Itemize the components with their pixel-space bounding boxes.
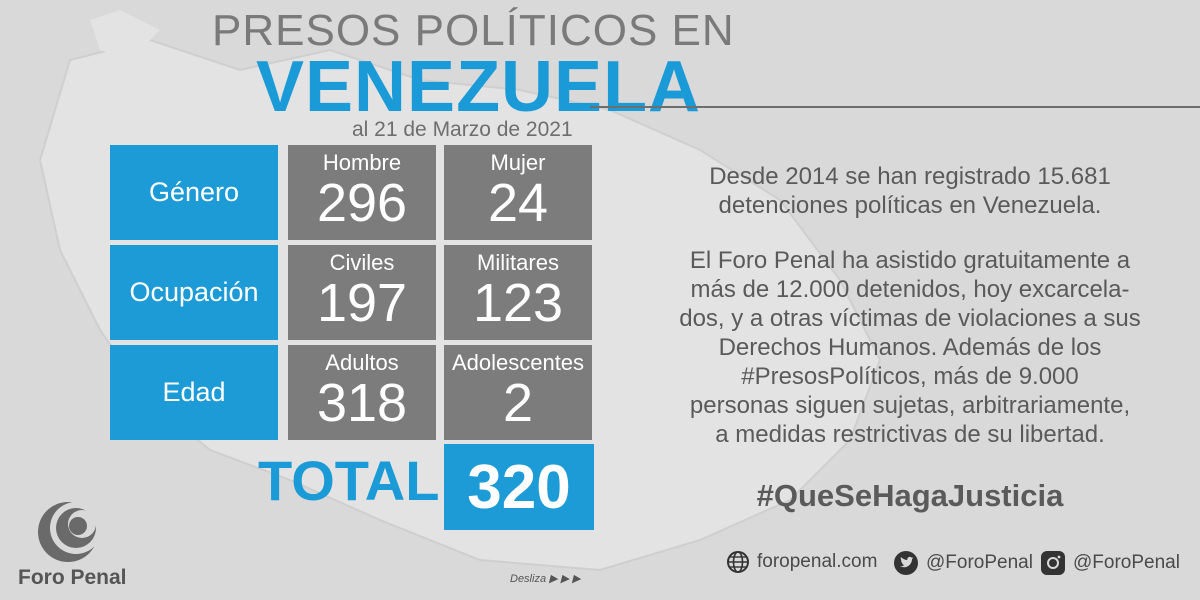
text-line: El Foro Penal ha asistido gratuitamente …	[689, 247, 1131, 274]
stat-cell-hombre: Hombre 296	[288, 145, 436, 240]
stat-cell-militares: Militares 123	[444, 245, 592, 340]
swipe-hint: Desliza ▶ ▶ ▶	[510, 573, 581, 585]
date-label: al 21 de Marzo de 2021	[352, 118, 573, 141]
instagram-link[interactable]: @ForoPenal	[1040, 550, 1180, 576]
row-label-edad: Edad	[110, 345, 278, 440]
text-line: dos, y a otras víctimas de violaciones a…	[679, 305, 1141, 332]
text-line: más de 12.000 detenidos, hoy excarcela-	[690, 276, 1130, 303]
text-line: personas siguen sujetas, arbitrariamente…	[689, 392, 1131, 419]
hashtag: #QueSeHagaJusticia	[756, 478, 1064, 513]
divider-line	[590, 106, 1200, 108]
instagram-icon	[1041, 551, 1065, 575]
info-paragraph-2: El Foro Penal ha asistido gratuitamente …	[640, 246, 1180, 449]
stat-heading: Militares	[477, 250, 559, 275]
instagram-text: @ForoPenal	[1073, 552, 1180, 573]
stat-value: 296	[316, 173, 408, 233]
stat-value: 197	[316, 273, 408, 333]
text-line: Desde 2014 se han registrado 15.681	[709, 163, 1111, 190]
website-link[interactable]: foropenal.com	[726, 550, 877, 574]
stat-heading: Civiles	[329, 250, 395, 275]
globe-icon	[727, 551, 749, 573]
twitter-text: @ForoPenal	[926, 552, 1033, 573]
stat-heading: Adolescentes	[451, 350, 585, 375]
website-text: foropenal.com	[757, 551, 878, 572]
text-line: Derechos Humanos. Además de los	[718, 334, 1102, 361]
title-line-1: PRESOS POLÍTICOS EN	[212, 6, 735, 55]
row-label-ocupacion: Ocupación	[110, 245, 278, 340]
stat-value: 318	[316, 373, 408, 433]
stat-value: 2	[502, 373, 534, 433]
twitter-icon	[894, 551, 918, 575]
text-line: #PresosPolíticos, más de 9.000	[741, 363, 1079, 390]
stat-value: 123	[472, 273, 564, 333]
stat-value: 24	[487, 173, 549, 233]
total-label: TOTAL	[258, 449, 440, 512]
stat-cell-adultos: Adultos 318	[288, 345, 436, 440]
stat-cell-civiles: Civiles 197	[288, 245, 436, 340]
text-line: a medidas restrictivas de su libertad.	[715, 421, 1105, 448]
foro-penal-logo-icon	[38, 502, 102, 562]
row-label-genero: Género	[110, 145, 278, 240]
stat-heading: Adultos	[325, 350, 399, 375]
title-line-2: VENEZUELA	[256, 47, 702, 127]
stat-heading: Hombre	[322, 150, 402, 175]
twitter-link[interactable]: @ForoPenal	[893, 550, 1033, 576]
text-line: detenciones políticas en Venezuela.	[718, 192, 1102, 219]
brand-name: Foro Penal	[18, 566, 127, 589]
info-paragraph-1: Desde 2014 se han registrado 15.681 dete…	[640, 162, 1180, 220]
total-value: 320	[444, 444, 594, 530]
stat-heading: Mujer	[490, 150, 546, 175]
stat-cell-mujer: Mujer 24	[444, 145, 592, 240]
stat-cell-adolescentes: Adolescentes 2	[444, 345, 592, 440]
